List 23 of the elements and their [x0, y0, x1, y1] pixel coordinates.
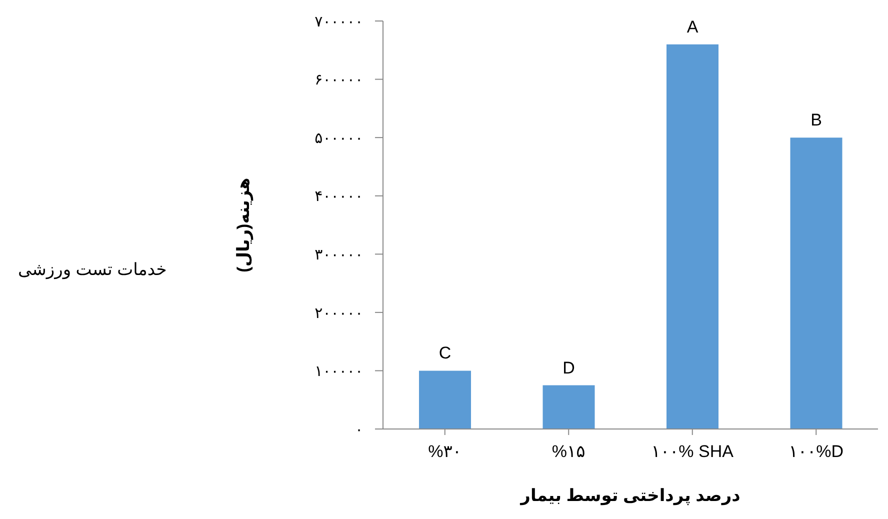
y-tick-label: ۲۰۰۰۰۰ [314, 304, 363, 322]
x-axis-title: درصد پرداختی توسط بیمار [520, 486, 741, 506]
x-tick-label: ۱۰۰%D [788, 442, 844, 462]
y-axis-title: هزینه(ریال) [234, 178, 254, 272]
y-tick-label: ۶۰۰۰۰۰ [314, 72, 363, 89]
x-tick-label: %۱۵ [552, 442, 586, 462]
bar [666, 44, 718, 429]
x-tick-label: ۱۰۰% SHA [651, 442, 734, 462]
y-tick-label: ۷۰۰۰۰۰ [314, 13, 363, 30]
y-tick-label: ۵۰۰۰۰۰ [314, 130, 363, 147]
text: خدمات تست ورزشی [18, 260, 167, 280]
bar [419, 370, 471, 429]
bar [790, 138, 842, 429]
y-tick-label: ۰ [354, 421, 363, 438]
data-label: D [562, 358, 575, 378]
y-tick-label: ۴۰۰۰۰۰ [314, 188, 363, 206]
x-tick-label: %۳۰ [428, 442, 462, 462]
bar [542, 385, 595, 429]
data-label: A [686, 17, 699, 36]
data-label: B [810, 110, 822, 130]
y-tick-label: ۳۰۰۰۰۰ [314, 246, 363, 264]
y-tick-label: ۱۰۰۰۰۰ [314, 363, 363, 380]
data-label: C [438, 344, 452, 363]
